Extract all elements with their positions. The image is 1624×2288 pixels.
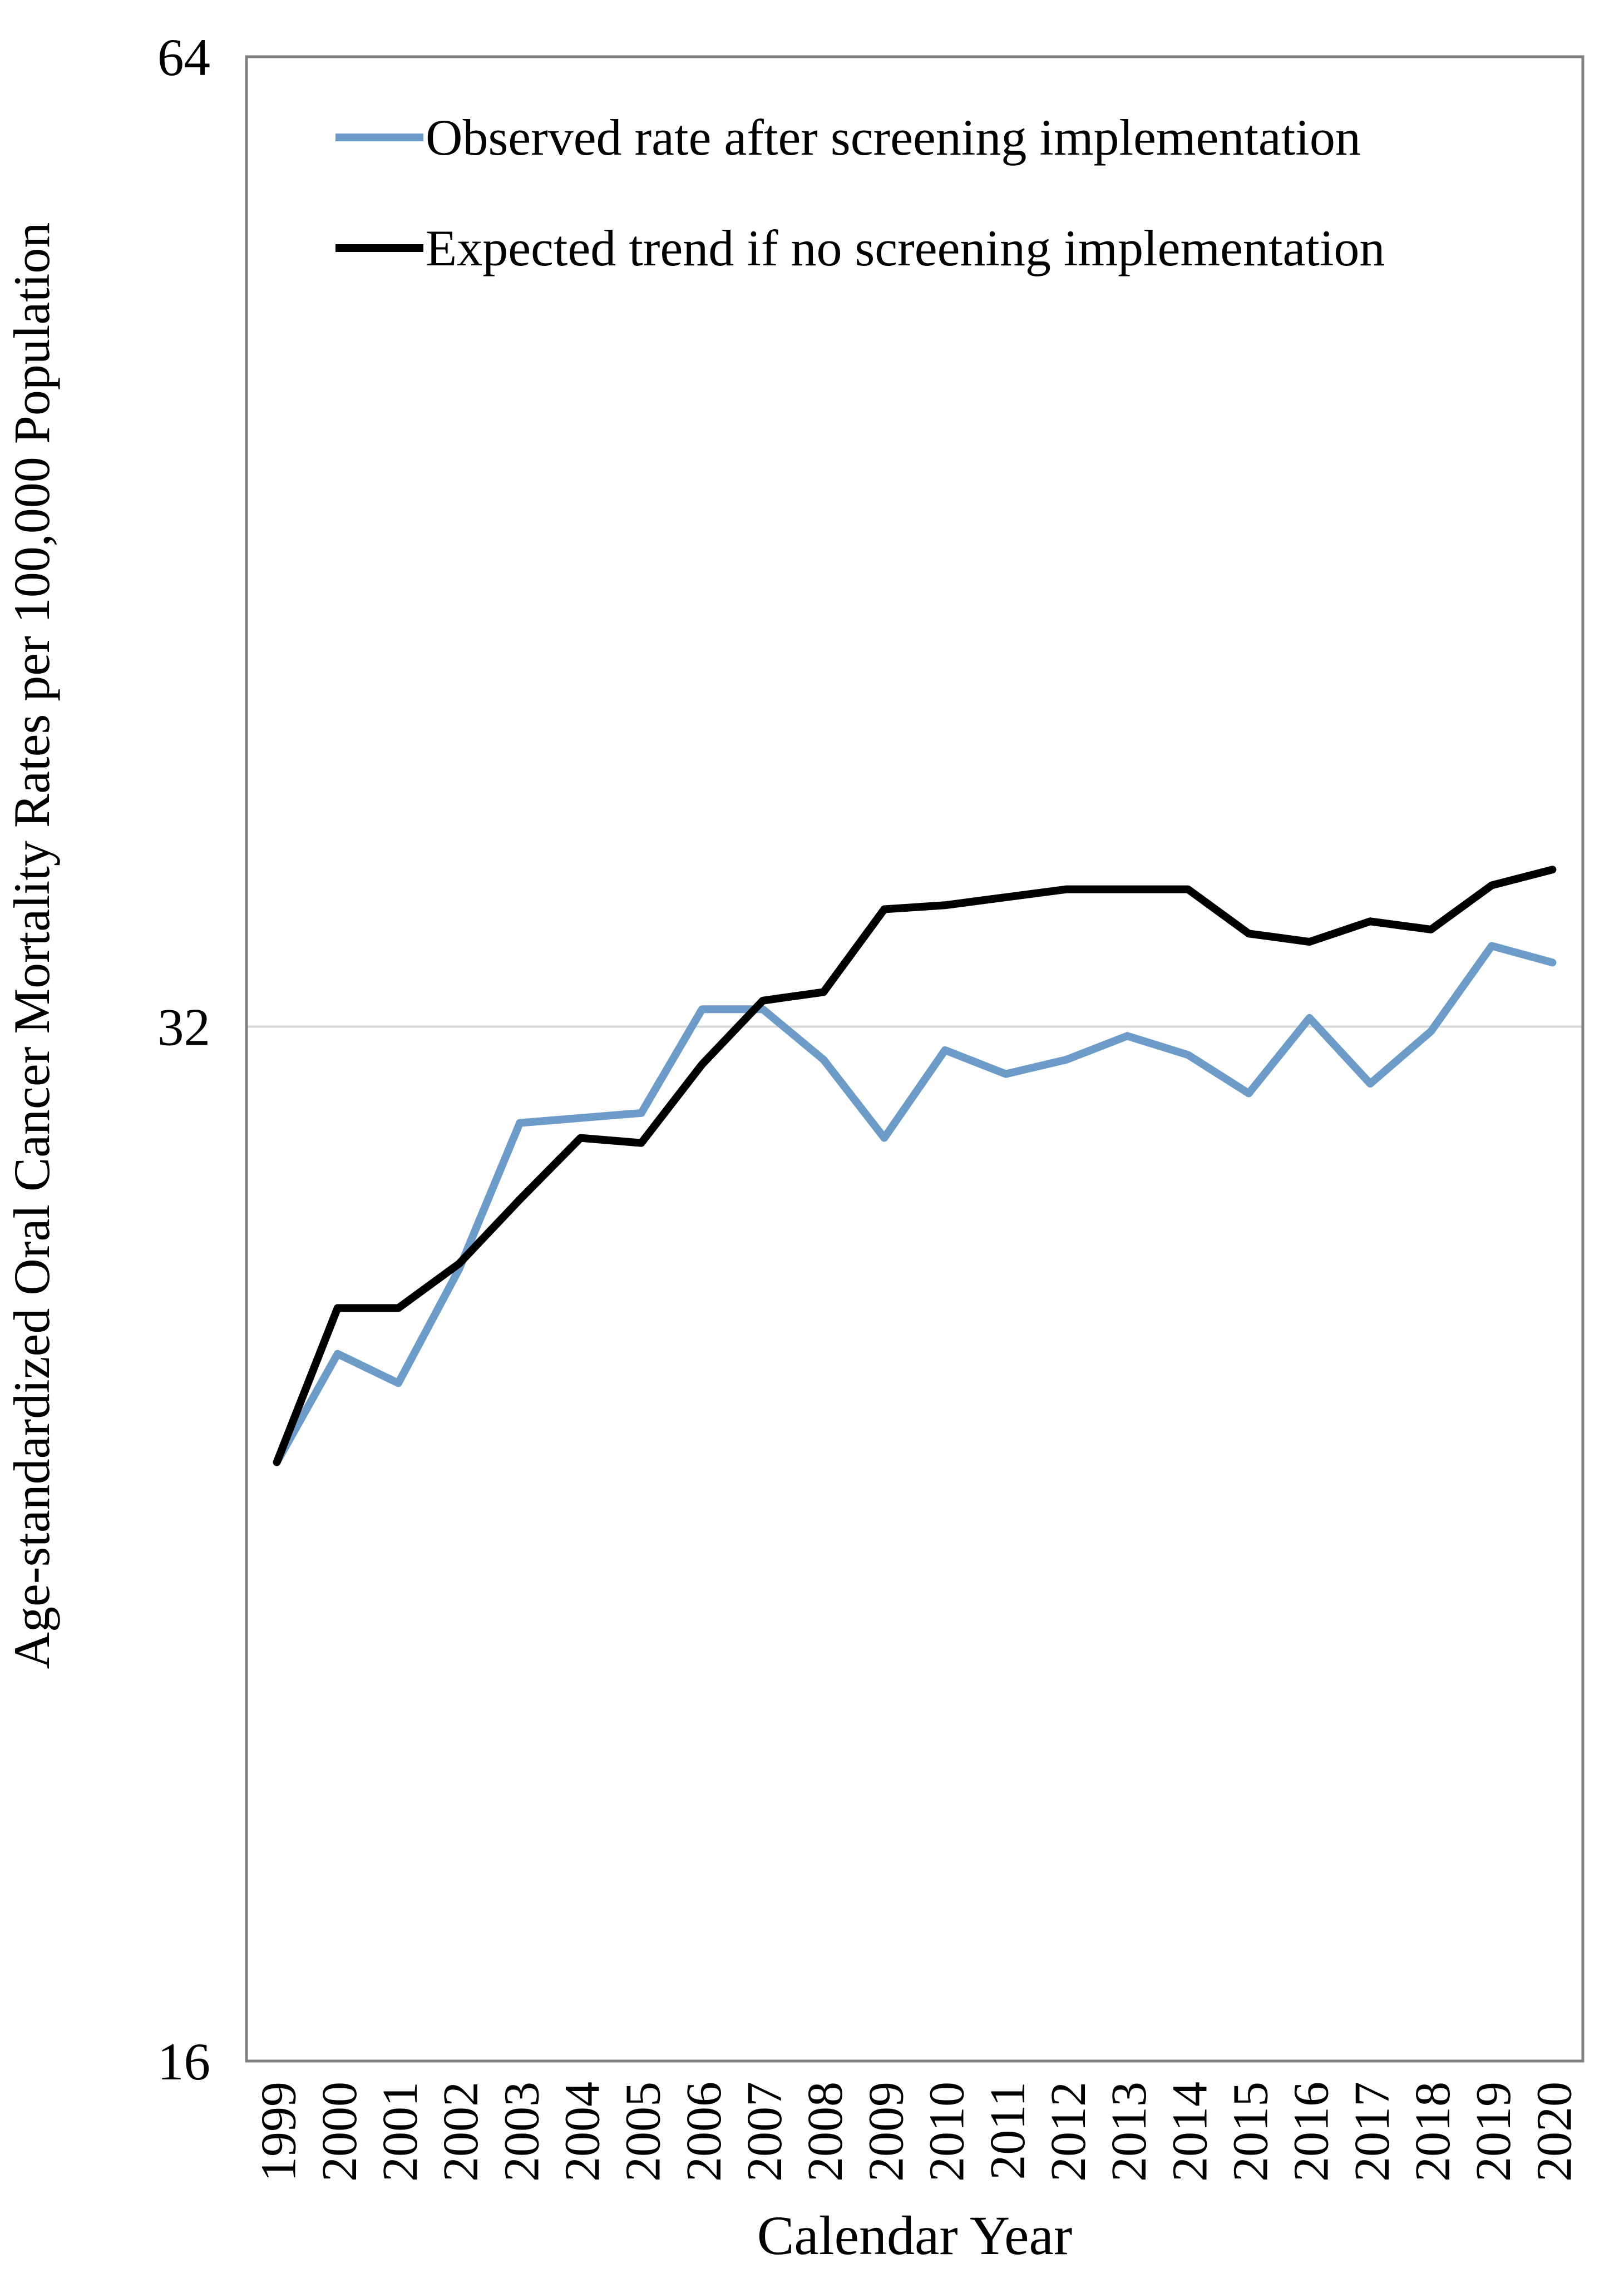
x-tick-label-2020: 2020 — [1527, 2082, 1582, 2182]
observed-line-swatch — [335, 134, 423, 141]
expected-line-swatch — [335, 244, 423, 252]
plot-area-border — [245, 55, 1584, 2063]
x-tick-label-2003: 2003 — [494, 2082, 549, 2182]
y-axis-title: Age-standardized Oral Cancer Mortality R… — [3, 223, 60, 1669]
x-tick-label-2001: 2001 — [373, 2082, 428, 2182]
legend-label-expected: Expected trend if no screening implement… — [426, 220, 1385, 276]
x-tick-label-2000: 2000 — [312, 2082, 367, 2182]
x-tick-label-2010: 2010 — [920, 2082, 975, 2182]
x-tick-label-2013: 2013 — [1102, 2082, 1157, 2182]
x-axis-title: Calendar Year — [757, 2205, 1073, 2266]
data-series — [273, 866, 1557, 1466]
x-tick-label-2004: 2004 — [555, 2082, 610, 2182]
x-tick-label-2009: 2009 — [858, 2082, 914, 2182]
y-tick-label-32: 32 — [157, 998, 210, 1057]
y-tick-label-16: 16 — [157, 2032, 210, 2091]
legend-label-observed: Observed rate after screening implementa… — [426, 109, 1361, 166]
y-tick-label-64: 64 — [157, 28, 210, 87]
x-tick-label-2018: 2018 — [1405, 2082, 1460, 2182]
x-tick-label-2005: 2005 — [616, 2082, 671, 2182]
observed-line — [273, 942, 1557, 1466]
expected-line — [273, 866, 1557, 1466]
x-tick-label-2011: 2011 — [980, 2082, 1035, 2180]
legend-item-expected: Expected trend if no screening implement… — [335, 199, 1385, 298]
x-tick-label-2016: 2016 — [1284, 2082, 1339, 2182]
y-axis-tick-labels: 64 32 16 — [157, 28, 210, 2091]
x-tick-label-2002: 2002 — [433, 2082, 488, 2182]
legend-item-observed: Observed rate after screening implementa… — [335, 88, 1385, 187]
x-tick-label-2017: 2017 — [1345, 2082, 1400, 2182]
legend: Observed rate after screening implementa… — [335, 88, 1385, 298]
x-tick-label-1999: 1999 — [251, 2082, 307, 2182]
x-tick-label-2019: 2019 — [1466, 2082, 1521, 2182]
x-tick-label-2012: 2012 — [1041, 2082, 1096, 2182]
x-tick-label-2014: 2014 — [1162, 2082, 1217, 2182]
x-tick-label-2008: 2008 — [798, 2082, 853, 2182]
x-tick-label-2015: 2015 — [1223, 2082, 1279, 2182]
x-tick-label-2007: 2007 — [737, 2082, 792, 2182]
x-tick-label-2006: 2006 — [677, 2082, 732, 2182]
x-axis-tick-labels: 1999 2000 2001 2002 2003 2004 2005 2006 2007 2008… — [251, 2082, 1582, 2182]
